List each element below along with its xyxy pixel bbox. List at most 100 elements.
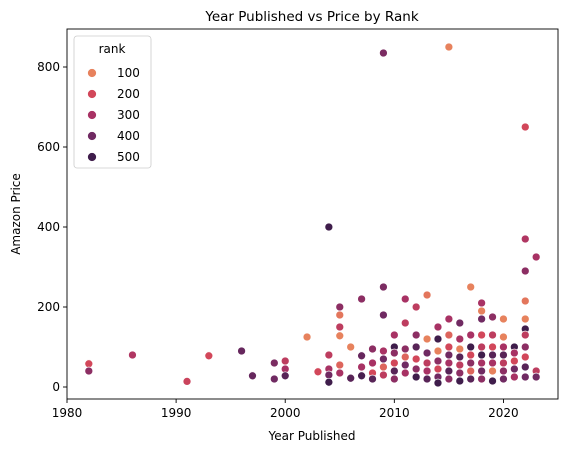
data-point xyxy=(477,330,486,340)
data-point xyxy=(466,358,476,368)
data-point xyxy=(400,352,410,362)
legend-label: 300 xyxy=(117,108,140,122)
data-point xyxy=(84,359,94,369)
legend-label: 200 xyxy=(117,87,140,101)
data-point xyxy=(204,351,214,361)
y-tick-label: 0 xyxy=(52,380,60,394)
data-point xyxy=(84,366,94,376)
legend-label: 100 xyxy=(117,66,140,80)
data-point xyxy=(455,334,465,344)
data-point xyxy=(248,371,257,381)
data-point xyxy=(357,351,366,361)
data-point xyxy=(488,330,497,340)
data-point xyxy=(444,330,454,340)
data-point xyxy=(499,314,508,324)
data-point xyxy=(379,370,388,380)
data-point xyxy=(520,296,530,306)
data-point xyxy=(379,282,388,292)
x-tick-label: 2020 xyxy=(488,406,519,420)
data-point xyxy=(335,331,345,341)
data-point xyxy=(269,374,279,384)
data-point xyxy=(411,330,421,340)
data-point xyxy=(335,360,345,370)
legend: rank 100 200 300 400 500 xyxy=(73,35,152,169)
x-axis-ticks: 1980 1990 2000 2010 2020 xyxy=(52,399,519,420)
data-point xyxy=(411,354,421,364)
data-point xyxy=(510,356,519,366)
data-point xyxy=(379,310,388,320)
data-point xyxy=(368,358,377,368)
data-point xyxy=(488,376,497,386)
data-point xyxy=(335,302,345,312)
data-point xyxy=(346,342,356,352)
legend-marker xyxy=(87,110,97,120)
legend-marker xyxy=(87,68,97,78)
data-point xyxy=(302,332,312,342)
data-point xyxy=(499,358,508,368)
data-point xyxy=(466,366,476,376)
y-tick-label: 200 xyxy=(37,300,60,314)
data-point xyxy=(433,364,443,374)
data-point xyxy=(128,350,137,360)
data-point xyxy=(499,374,508,384)
data-point xyxy=(324,350,334,360)
data-point xyxy=(520,372,530,382)
data-point xyxy=(499,366,508,376)
y-tick-label: 400 xyxy=(37,220,60,234)
data-point xyxy=(400,318,410,328)
data-point xyxy=(346,373,356,383)
data-point xyxy=(444,350,454,360)
data-point xyxy=(379,362,388,372)
data-point xyxy=(455,352,465,362)
legend-marker xyxy=(87,152,97,162)
legend-entries: 100 200 300 400 500 xyxy=(87,66,140,164)
y-tick-label: 600 xyxy=(37,140,60,154)
data-point xyxy=(455,318,465,328)
data-point xyxy=(510,348,519,358)
data-point xyxy=(466,374,476,384)
data-point xyxy=(280,371,290,381)
x-tick-label: 1980 xyxy=(52,406,83,420)
data-point xyxy=(531,372,541,382)
data-point xyxy=(324,222,334,232)
legend-label: 400 xyxy=(117,129,140,143)
data-point xyxy=(531,252,541,262)
data-point xyxy=(510,364,519,374)
data-point xyxy=(433,334,443,344)
data-point xyxy=(237,346,246,356)
data-point xyxy=(455,360,465,370)
data-point xyxy=(324,377,334,387)
data-point xyxy=(510,372,519,382)
data-point xyxy=(379,346,388,356)
data-point xyxy=(269,358,279,368)
data-point xyxy=(357,294,366,304)
data-point xyxy=(444,42,454,52)
data-point xyxy=(499,350,508,360)
data-point xyxy=(422,374,432,384)
data-point xyxy=(422,334,432,344)
data-point xyxy=(455,344,465,354)
data-point xyxy=(477,374,486,384)
legend-marker xyxy=(87,89,97,99)
data-point xyxy=(357,371,366,381)
data-point xyxy=(520,362,530,372)
data-point xyxy=(477,306,486,316)
y-tick-label: 800 xyxy=(37,60,60,74)
data-point xyxy=(400,294,410,304)
data-point xyxy=(433,346,443,356)
data-point xyxy=(499,332,508,342)
data-point xyxy=(444,314,454,324)
data-point xyxy=(400,344,410,354)
data-point xyxy=(520,314,530,324)
legend-marker xyxy=(87,131,97,141)
data-point xyxy=(411,342,421,352)
data-point xyxy=(466,350,476,360)
data-point xyxy=(433,378,443,388)
data-point xyxy=(422,366,432,376)
data-point xyxy=(499,342,508,352)
data-point xyxy=(433,322,443,332)
data-point xyxy=(357,362,366,372)
plot-frame xyxy=(66,28,559,400)
data-point xyxy=(477,366,486,376)
